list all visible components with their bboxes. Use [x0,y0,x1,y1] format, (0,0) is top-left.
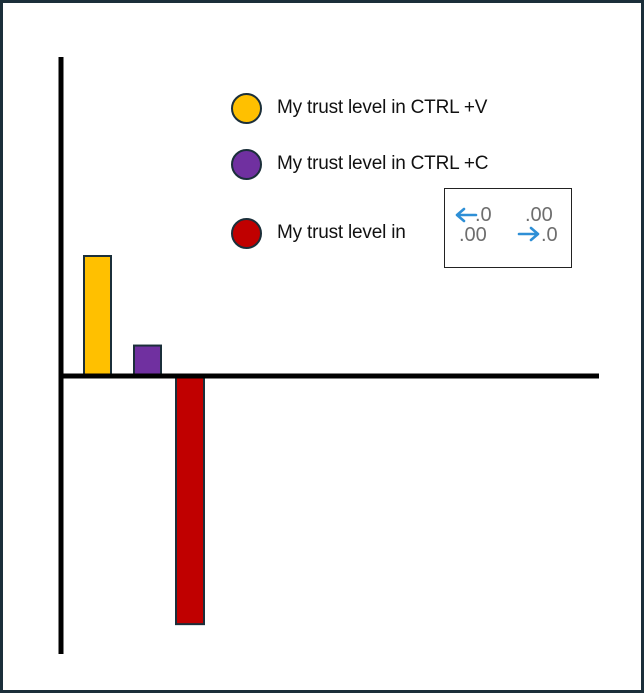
bar-ctrl-v [83,255,112,377]
bar-ctrl-c [133,344,162,377]
legend-label-decimal: My trust level in [277,222,406,243]
decrease-bottom-text: .00 [459,224,487,246]
decrease-increase-decimal-icon: .0 .00 .00 .0 [444,188,572,268]
increase-bottom-text: .0 [541,224,558,246]
increase-arrow-icon [517,226,540,242]
bar-chart [58,57,599,654]
legend-item-ctrl-v: My trust level in CTRL +V [231,90,487,126]
decrease-arrow-icon [455,207,478,223]
legend-item-decimal: My trust level in [231,215,406,251]
legend-item-ctrl-c: My trust level in CTRL +C [231,146,488,182]
legend-swatch-ctrl-c [231,148,262,180]
bars-group [83,255,205,626]
legend-swatch-ctrl-v [231,92,262,124]
bar-decimal [175,374,205,626]
increase-top-text: .00 [525,204,553,226]
legend-label-ctrl-c: My trust level in CTRL +C [277,153,489,174]
decrease-top-text: .0 [475,204,492,226]
legend-swatch-decimal [231,217,262,249]
legend-label-ctrl-v: My trust level in CTRL +V [277,97,488,118]
